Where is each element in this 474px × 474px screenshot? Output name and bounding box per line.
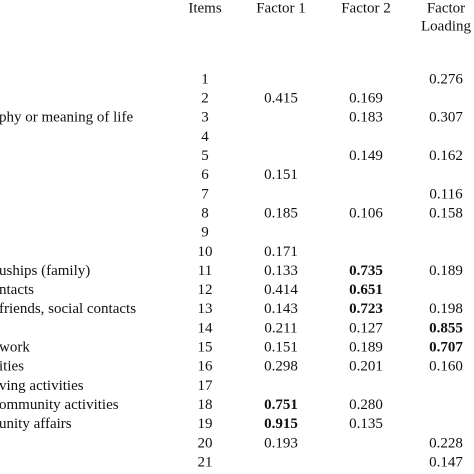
loading-value: 0.106 (349, 205, 383, 221)
loading-value: 0.127 (349, 320, 383, 336)
row-label: phy or meaning of life (0, 110, 133, 126)
row-label: ving activities (0, 378, 84, 394)
item-number: 19 (198, 416, 213, 432)
loading-value: 0.201 (349, 359, 383, 375)
loading-value: 0.855 (429, 320, 463, 336)
row-label: unity affairs (0, 416, 72, 432)
item-number: 14 (198, 320, 214, 336)
item-number: 7 (201, 186, 209, 202)
loading-value: 0.193 (264, 435, 298, 451)
item-number: 10 (198, 244, 213, 260)
item-number: 9 (201, 225, 209, 241)
item-number: 12 (198, 282, 213, 298)
item-number: 13 (198, 301, 213, 317)
item-number: 18 (198, 397, 213, 413)
loading-value: 0.151 (264, 340, 298, 356)
loading-value: 0.160 (429, 359, 463, 375)
loading-value: 0.116 (429, 186, 463, 202)
row-label: uships (family) (0, 263, 90, 279)
item-number: 20 (198, 435, 213, 451)
row-label: ntacts (0, 282, 34, 298)
loading-value: 0.171 (264, 244, 298, 260)
loading-value: 0.414 (264, 282, 298, 298)
loading-value: 0.189 (349, 340, 383, 356)
loading-value: 0.158 (429, 205, 463, 221)
loading-value: 0.751 (264, 397, 298, 413)
row-label: ommunity activities (0, 397, 119, 413)
item-number: 3 (201, 110, 209, 126)
loading-value: 0.280 (349, 397, 383, 413)
loading-value: 0.276 (429, 71, 463, 87)
loading-value: 0.189 (429, 263, 463, 279)
item-number: 21 (198, 454, 213, 470)
column-header: Items (188, 0, 221, 16)
loading-value: 0.185 (264, 205, 298, 221)
column-header: Factor 1 (256, 0, 306, 16)
loading-value: 0.143 (264, 301, 298, 317)
item-number: 17 (198, 378, 214, 394)
loading-value: 0.735 (349, 263, 383, 279)
column-header: Factor 2 (341, 0, 391, 16)
item-number: 1 (201, 71, 209, 87)
loading-value: 0.198 (429, 301, 463, 317)
row-label: work (0, 340, 30, 356)
item-number: 11 (198, 263, 212, 279)
item-number: 6 (201, 167, 209, 183)
item-number: 4 (201, 129, 209, 145)
item-number: 16 (198, 359, 214, 375)
loading-value: 0.211 (264, 320, 297, 336)
item-number: 5 (201, 148, 209, 164)
item-number: 15 (198, 340, 213, 356)
loading-value: 0.133 (264, 263, 298, 279)
loading-value: 0.147 (429, 454, 463, 470)
loading-value: 0.135 (349, 416, 383, 432)
loading-value: 0.415 (264, 91, 298, 107)
loading-value: 0.723 (349, 301, 383, 317)
loading-value: 0.183 (349, 110, 383, 126)
loading-value: 0.307 (429, 110, 463, 126)
loading-value: 0.169 (349, 91, 383, 107)
row-label: friends, social contacts (0, 301, 136, 317)
item-number: 8 (201, 205, 209, 221)
loading-value: 0.228 (429, 435, 463, 451)
column-header: Factor (427, 0, 465, 16)
row-label: ities (0, 359, 24, 375)
item-number: 2 (201, 91, 209, 107)
loading-value: 0.915 (264, 416, 298, 432)
column-header: Loading (421, 18, 471, 34)
loading-value: 0.151 (264, 167, 298, 183)
loading-value: 0.149 (349, 148, 383, 164)
loading-value: 0.298 (264, 359, 298, 375)
loading-value: 0.707 (429, 340, 463, 356)
loading-value: 0.162 (429, 148, 463, 164)
loading-value: 0.651 (349, 282, 383, 298)
